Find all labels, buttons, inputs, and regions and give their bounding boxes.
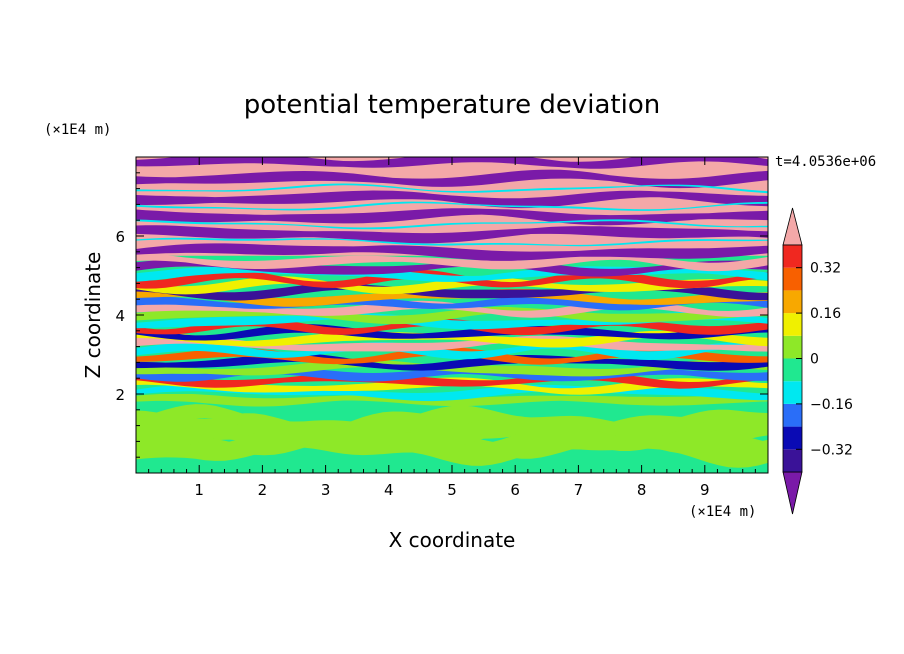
field-band: [136, 335, 768, 352]
contour-field: [136, 157, 768, 473]
x-axis: 1 2 3 4 5 6 7 8 9: [148, 157, 756, 499]
x-tick-label: 2: [258, 481, 268, 499]
field-band: [136, 259, 768, 277]
colorbar-bin: [783, 335, 802, 359]
y-axis-label: Z coordinate: [81, 252, 105, 379]
colorbar-tick-label: 0.32: [810, 261, 841, 277]
colorbar-tick-label: −0.32: [810, 442, 853, 458]
plot-area: [135, 156, 769, 474]
field-band: [136, 183, 768, 194]
field-band: [136, 329, 768, 348]
x-tick-label: 1: [194, 481, 204, 499]
chart-title: potential temperature deviation: [244, 90, 660, 120]
x-tick-label: 3: [321, 481, 331, 499]
y-axis: 2 4 6: [115, 172, 768, 458]
field-band: [136, 219, 768, 230]
y-unit-label: (×1E4 m): [44, 122, 111, 138]
colorbar-bin: [783, 267, 802, 291]
field-patch: [136, 404, 768, 439]
field-band: [136, 253, 768, 272]
colorbar-bin: [783, 245, 802, 268]
field-band: [136, 190, 768, 209]
colorbar-bin: [783, 290, 802, 314]
colorbar-bin: [783, 358, 802, 382]
field-band: [136, 311, 768, 330]
time-label: t=4.0536e+06: [775, 154, 876, 170]
colorbar-bin: [783, 403, 802, 427]
field-band: [136, 169, 768, 189]
field-band: [136, 346, 768, 365]
colorbar-bin: [783, 449, 802, 472]
field-band: [136, 237, 768, 247]
y-tick-label: 6: [115, 228, 125, 246]
field-band: [136, 377, 768, 395]
x-tick-label: 7: [574, 481, 584, 499]
x-tick-label: 9: [700, 481, 710, 499]
field-band: [136, 225, 768, 244]
x-tick-label: 4: [384, 481, 394, 499]
colorbar-bin: [783, 426, 802, 450]
colorbar-tick-label: 0.16: [810, 306, 841, 322]
x-tick-label: 6: [510, 481, 520, 499]
field-band: [136, 342, 768, 360]
colorbar-extension-bottom: [782, 471, 803, 515]
colorbar-bin: [783, 381, 802, 404]
colorbar-tick-label: −0.16: [810, 397, 853, 413]
field-band: [136, 201, 768, 211]
x-tick-label: 5: [447, 481, 457, 499]
colorbar-tick-label: 0: [810, 352, 819, 368]
y-tick-label: 4: [115, 307, 125, 325]
colorbar: 0.32 0.16 0 −0.16 −0.32: [782, 207, 853, 515]
x-unit-label: (×1E4 m): [689, 504, 756, 520]
colorbar-extension-top: [782, 207, 803, 246]
y-tick-label: 2: [115, 386, 125, 404]
field-band: [136, 243, 768, 261]
x-tick-label: 8: [637, 481, 647, 499]
colorbar-bin: [783, 313, 802, 336]
x-axis-label: X coordinate: [389, 528, 516, 552]
